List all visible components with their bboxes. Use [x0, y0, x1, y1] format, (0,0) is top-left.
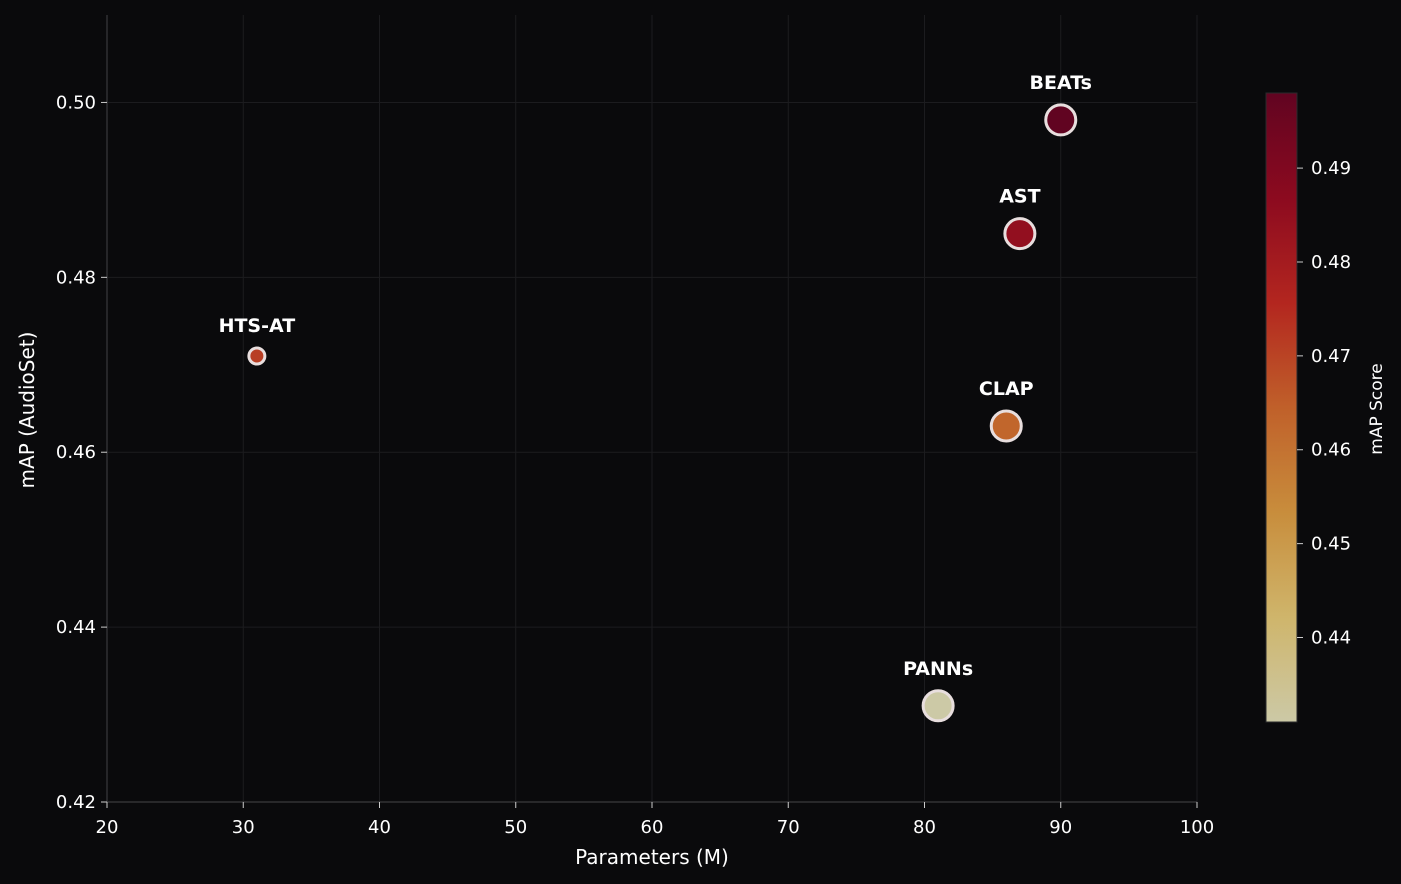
colorbar-tick-label: 0.47: [1311, 346, 1351, 367]
x-tick-label: 40: [368, 817, 391, 838]
colorbar-tick-label: 0.45: [1311, 534, 1351, 555]
colorbar-tick-label: 0.49: [1311, 158, 1351, 179]
x-tick-label: 60: [641, 817, 664, 838]
colorbar-tick-label: 0.48: [1311, 252, 1351, 273]
y-tick-label: 0.48: [56, 267, 96, 288]
colorbar-tick-label: 0.46: [1311, 440, 1351, 461]
point-label-beats: BEATs: [1030, 72, 1092, 94]
point-label-panns: PANNs: [903, 658, 973, 680]
x-tick-label: 50: [504, 817, 527, 838]
grid: [106, 15, 1198, 803]
point-ast: [1003, 217, 1037, 251]
data-points: [247, 103, 1078, 723]
y-tick-label: 0.50: [56, 92, 96, 113]
point-hts-at: [247, 346, 267, 366]
point-clap: [989, 409, 1023, 443]
point-labels: HTS-AT PANNs CLAP AST BEATs: [219, 72, 1092, 680]
colorbar: 0.44 0.45 0.46 0.47 0.48 0.49: [1265, 92, 1351, 723]
y-tick-label: 0.46: [56, 442, 96, 463]
x-tick-label: 80: [913, 817, 936, 838]
y-tick-label: 0.44: [56, 617, 96, 638]
colorbar-gradient: [1265, 92, 1298, 723]
x-tick-label: 30: [232, 817, 255, 838]
x-tick-label: 100: [1180, 817, 1214, 838]
x-axis-label: Parameters (M): [575, 845, 729, 869]
colorbar-label: mAP Score: [1367, 363, 1387, 454]
colorbar-tick-label: 0.44: [1311, 628, 1351, 649]
point-panns: [921, 689, 955, 723]
tick-labels: 20 30 40 50 60 70 80 90 100 0.42 0.44 0.46 0.48 0.50: [56, 92, 1214, 838]
point-label-ast: AST: [999, 186, 1040, 208]
x-tick-label: 20: [96, 817, 119, 838]
point-label-clap: CLAP: [979, 378, 1034, 400]
y-tick-label: 0.42: [56, 792, 96, 813]
point-beats: [1044, 103, 1078, 137]
y-axis-label: mAP (AudioSet): [15, 332, 39, 489]
point-label-hts-at: HTS-AT: [219, 315, 296, 337]
x-tick-label: 70: [777, 817, 800, 838]
x-tick-label: 90: [1049, 817, 1072, 838]
